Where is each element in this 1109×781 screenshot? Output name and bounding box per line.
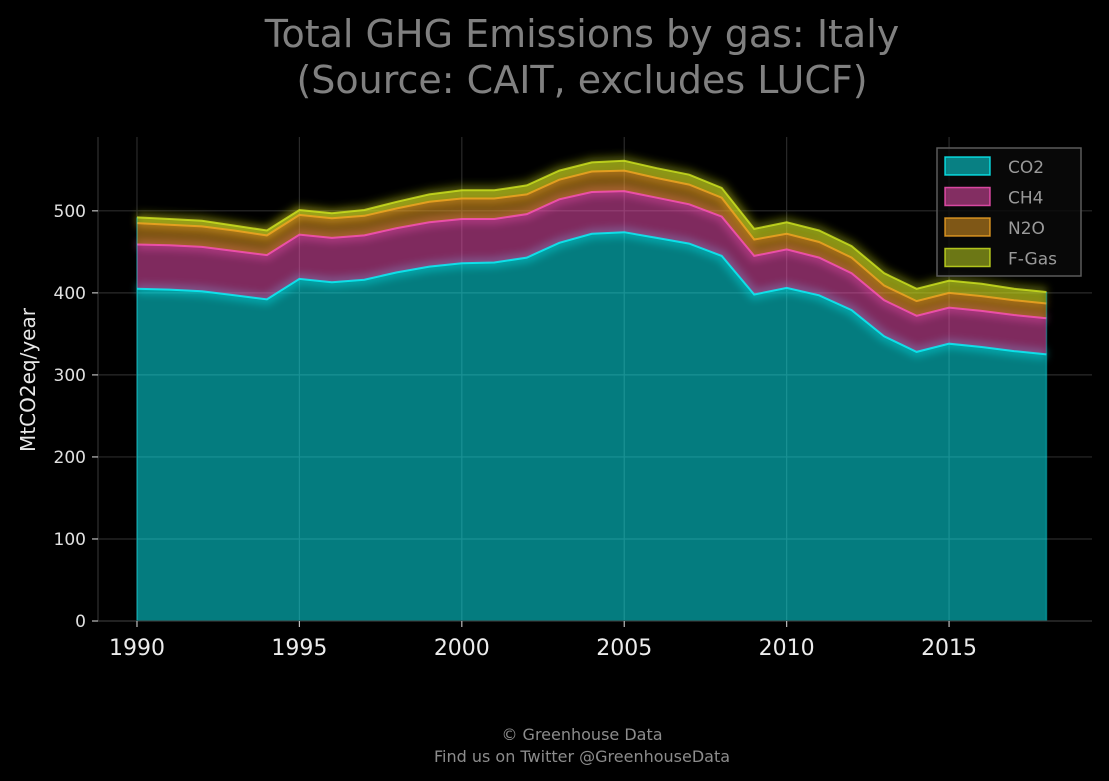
chart-title-line1: Total GHG Emissions by gas: Italy [264, 12, 900, 56]
x-tick-label: 1990 [109, 636, 165, 661]
y-tick-label: 200 [54, 448, 86, 468]
x-tick-label: 2015 [921, 636, 977, 661]
y-tick-label: 500 [54, 202, 86, 222]
series-line-f-gas [136, 159, 1047, 293]
x-tick-label: 2010 [759, 636, 815, 661]
x-tick-label: 2000 [434, 636, 490, 661]
y-tick-label: 0 [75, 612, 86, 632]
legend-swatch-ch4 [944, 186, 991, 207]
legend-label-co2: CO2 [1008, 158, 1044, 178]
footer-twitter: Find us on Twitter @GreenhouseData [434, 747, 730, 766]
series-area-n2o [137, 170, 1047, 319]
legend-swatch-co2 [944, 156, 991, 176]
axes: 1990 1995 2000 2005 2010 2015 0 100 200 300 400 500 [54, 137, 1092, 661]
legend-swatch-n2o [944, 217, 991, 237]
chart-title-line2: (Source: CAIT, excludes LUCF) [296, 58, 867, 102]
y-tick-label: 400 [54, 284, 86, 304]
stacked-areas [137, 160, 1047, 621]
series-line-n2o [136, 169, 1047, 305]
series-area-f-gas [137, 160, 1047, 304]
y-axis-label: MtCO2eq/year [16, 307, 40, 452]
series-line-ch4 [136, 190, 1047, 320]
legend-label-n2o: N2O [1008, 219, 1045, 239]
legend-swatch-f-gas [944, 247, 991, 268]
y-tick-label: 300 [54, 366, 86, 386]
legend-label-ch4: CH4 [1008, 189, 1043, 209]
legend: CO2 CH4 N2O F-Gas [936, 147, 1082, 277]
y-tick-label: 100 [54, 530, 86, 550]
series-area-ch4 [137, 191, 1047, 355]
legend-label-f-gas: F-Gas [1008, 250, 1057, 270]
series-line-co2 [136, 231, 1047, 356]
x-tick-label: 1995 [271, 636, 327, 661]
series-lines [136, 159, 1048, 621]
footer-copyright: © Greenhouse Data [501, 725, 662, 744]
series-area-co2 [137, 232, 1047, 621]
x-tick-label: 2005 [596, 636, 652, 661]
